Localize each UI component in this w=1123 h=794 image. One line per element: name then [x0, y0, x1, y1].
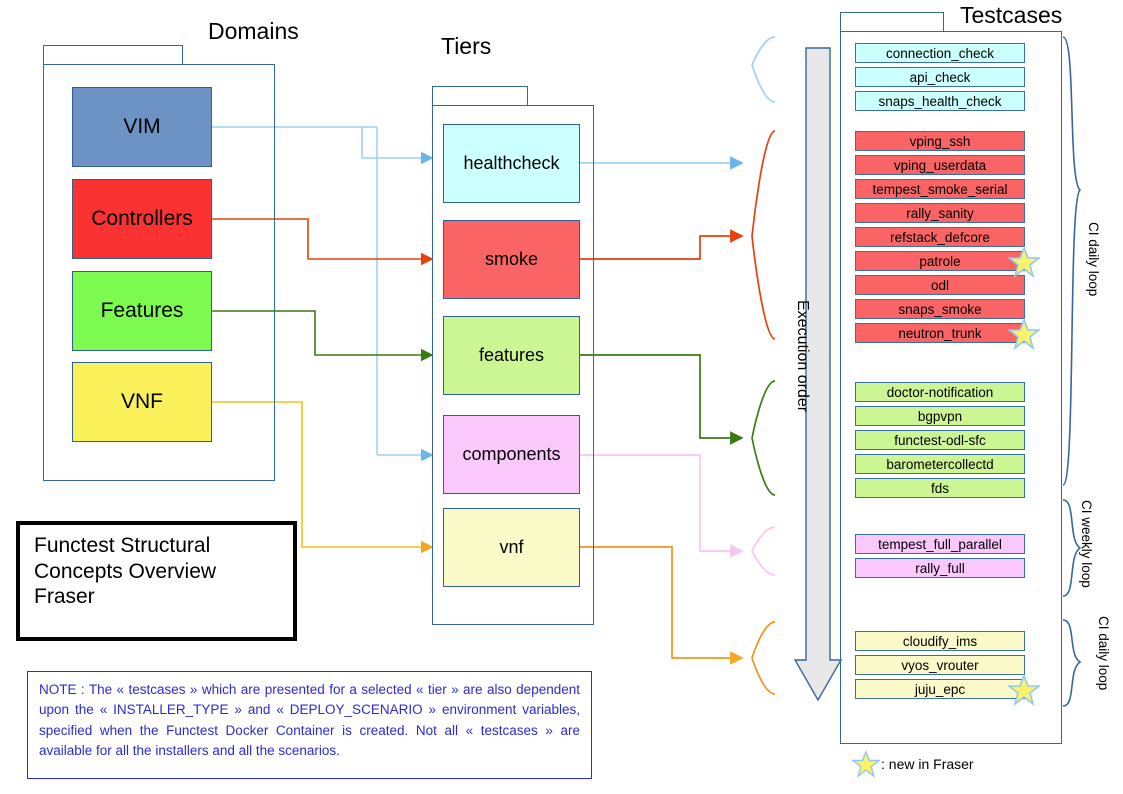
testcase-patrole[interactable]: patrole	[855, 251, 1025, 271]
testcase-label: api_check	[909, 69, 971, 85]
testcase-label: cloudify_ims	[902, 633, 978, 649]
tier-label-smoke: smoke	[484, 249, 538, 269]
testcase-refstack-defcore[interactable]: refstack_defcore	[855, 227, 1025, 247]
testcase-juju-epc[interactable]: juju_epc	[855, 679, 1025, 699]
testcase-connection-check[interactable]: connection_check	[855, 43, 1025, 63]
domain-label-vnf: VNF	[121, 390, 163, 413]
testcase-label: tempest_smoke_serial	[872, 181, 1008, 197]
tier-label-components: components	[462, 444, 561, 464]
tier-box-components[interactable]: components	[443, 415, 580, 494]
ci-loop-label-daily-1: CI daily loop	[1086, 222, 1101, 297]
heading-domains: Domains	[208, 18, 299, 44]
testcase-label: neutron_trunk	[898, 325, 982, 341]
testcase-label: functest-odl-sfc	[894, 432, 986, 448]
title-line-1: Functest Structural	[34, 534, 211, 557]
testcase-vyos-vrouter[interactable]: vyos_vrouter	[855, 655, 1025, 675]
testcase-label: vyos_vrouter	[901, 657, 979, 673]
ci-brace-daily-2	[1062, 619, 1082, 707]
domain-box-controllers[interactable]: Controllers	[72, 179, 212, 259]
testcase-functest-odl-sfc[interactable]: functest-odl-sfc	[855, 430, 1025, 450]
domain-label-controllers: Controllers	[91, 207, 193, 230]
ci-brace-daily-1	[1062, 36, 1082, 486]
link-smoke-to-testcases	[580, 130, 776, 340]
testcase-label: doctor-notification	[886, 384, 994, 400]
tier-box-smoke[interactable]: smoke	[443, 220, 580, 299]
testcase-doctor-notification[interactable]: doctor-notification	[855, 382, 1025, 402]
tier-label-features: features	[478, 345, 545, 365]
testcase-label: rally_full	[915, 560, 965, 576]
testcase-api-check[interactable]: api_check	[855, 67, 1025, 87]
domain-label-features: Features	[100, 299, 184, 322]
testcase-label: vping_userdata	[893, 157, 987, 173]
tier-box-healthcheck[interactable]: healthcheck	[443, 124, 580, 203]
testcase-label: tempest_full_parallel	[878, 536, 1002, 552]
domains-package-tab	[43, 45, 183, 65]
link-vnf-to-testcases	[580, 546, 776, 695]
domain-box-vim[interactable]: VIM	[72, 87, 212, 167]
link-controllers-to-smoke	[212, 218, 434, 266]
testcases-package-tab	[840, 12, 944, 32]
domain-box-vnf[interactable]: VNF	[72, 362, 212, 442]
link-vnf-to-tier	[212, 401, 434, 554]
heading-testcases: Testcases	[960, 2, 1063, 28]
tiers-package-tab	[432, 86, 528, 106]
tier-box-features[interactable]: features	[443, 316, 580, 395]
tier-box-vnf[interactable]: vnf	[443, 508, 580, 587]
testcase-label: vping_ssh	[909, 133, 971, 149]
testcase-cloudify-ims[interactable]: cloudify_ims	[855, 631, 1025, 651]
testcase-barometercollectd[interactable]: barometercollectd	[855, 454, 1025, 474]
testcase-odl[interactable]: odl	[855, 275, 1025, 295]
link-features-to-testcases	[580, 354, 776, 496]
legend-text: : new in Fraser	[881, 756, 974, 772]
testcase-tempest-full-parallel[interactable]: tempest_full_parallel	[855, 534, 1025, 554]
title-line-2: Concepts Overview	[34, 559, 217, 583]
testcase-label: odl	[930, 277, 949, 293]
note-box: NOTE : The « testcases » which are prese…	[27, 671, 592, 779]
execution-order-label: Execution order	[794, 300, 811, 413]
testcase-label: juju_epc	[914, 681, 966, 697]
domain-box-features[interactable]: Features	[72, 271, 212, 351]
link-vim-to-tiers	[212, 126, 434, 462]
tiers-package	[432, 105, 594, 625]
testcase-label: connection_check	[885, 45, 995, 61]
link-features-to-tier	[212, 310, 434, 362]
testcases-package	[840, 31, 1062, 744]
testcase-tempest-smoke-serial[interactable]: tempest_smoke_serial	[855, 179, 1025, 199]
domain-label-vim: VIM	[123, 115, 161, 138]
testcase-neutron-trunk[interactable]: neutron_trunk	[855, 323, 1025, 343]
testcase-label: barometercollectd	[886, 456, 994, 472]
testcase-label: snaps_health_check	[878, 93, 1002, 109]
testcase-label: refstack_defcore	[890, 229, 990, 245]
testcase-label: fds	[930, 480, 949, 496]
testcase-vping-ssh[interactable]: vping_ssh	[855, 131, 1025, 151]
testcase-label: bgpvpn	[917, 408, 963, 424]
domains-package	[43, 64, 275, 481]
testcase-label: rally_sanity	[906, 205, 974, 221]
testcase-bgpvpn[interactable]: bgpvpn	[855, 406, 1025, 426]
tier-label-healthcheck: healthcheck	[463, 153, 560, 173]
link-components-to-testcases	[580, 454, 776, 576]
ci-brace-weekly	[1062, 499, 1082, 597]
ci-loop-label-weekly: CI weekly loop	[1079, 500, 1094, 588]
testcase-snaps-smoke[interactable]: snaps_smoke	[855, 299, 1025, 319]
ci-loop-label-daily-2: CI daily loop	[1096, 616, 1111, 691]
testcase-label: snaps_smoke	[898, 301, 982, 317]
execution-order-arrow	[793, 47, 843, 702]
testcase-vping-userdata[interactable]: vping_userdata	[855, 155, 1025, 175]
testcase-snaps-health-check[interactable]: snaps_health_check	[855, 91, 1025, 111]
title-card: Functest Structural Concepts Overview Fr…	[16, 521, 297, 641]
link-healthcheck-to-testcases	[580, 36, 776, 170]
heading-tiers: Tiers	[441, 33, 492, 59]
testcase-rally-full[interactable]: rally_full	[855, 558, 1025, 578]
testcase-rally-sanity[interactable]: rally_sanity	[855, 203, 1025, 223]
testcase-label: patrole	[919, 253, 961, 269]
tier-label-vnf: vnf	[499, 537, 524, 557]
testcase-fds[interactable]: fds	[855, 478, 1025, 498]
title-line-3: Fraser	[34, 585, 95, 609]
